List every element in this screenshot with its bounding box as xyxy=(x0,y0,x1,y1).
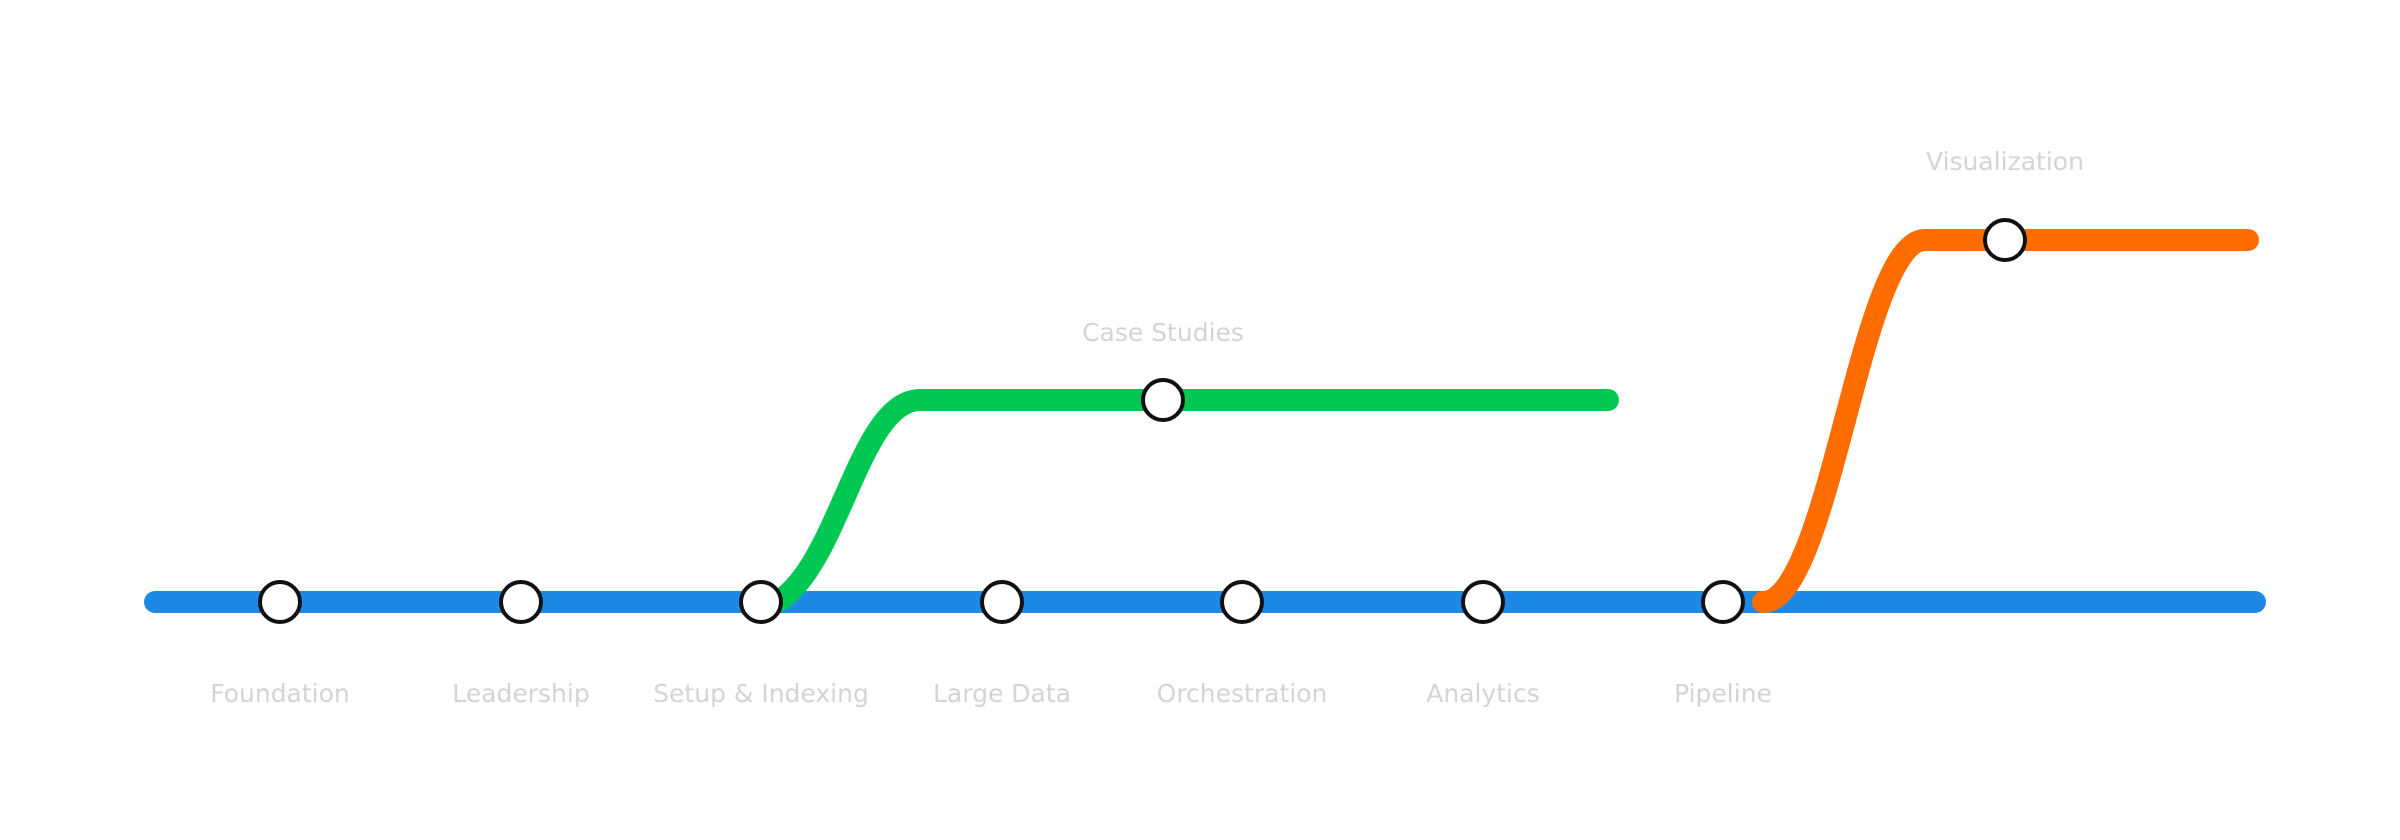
station-leadership[interactable] xyxy=(499,580,543,624)
station-large-data[interactable] xyxy=(980,580,1024,624)
label-case-studies: Case Studies xyxy=(1082,318,1244,347)
label-analytics: Analytics xyxy=(1426,679,1540,708)
main-line-stations xyxy=(258,580,1745,624)
station-pipeline[interactable] xyxy=(1701,580,1745,624)
label-orchestration: Orchestration xyxy=(1157,679,1328,708)
label-leadership: Leadership xyxy=(452,679,589,708)
label-foundation: Foundation xyxy=(210,679,350,708)
visualization-branch-line xyxy=(1752,229,2259,613)
station-orchestration[interactable] xyxy=(1220,580,1264,624)
station-setup-indexing[interactable] xyxy=(739,580,783,624)
case-studies-branch-line xyxy=(769,389,1619,611)
main-line-labels: Foundation Leadership Setup & Indexing L… xyxy=(210,679,1772,708)
label-large-data: Large Data xyxy=(933,679,1071,708)
station-analytics[interactable] xyxy=(1461,580,1505,624)
label-visualization: Visualization xyxy=(1926,147,2084,176)
station-foundation[interactable] xyxy=(258,580,302,624)
label-pipeline: Pipeline xyxy=(1674,679,1772,708)
label-setup-indexing: Setup & Indexing xyxy=(653,679,869,708)
station-visualization[interactable] xyxy=(1983,218,2027,262)
station-case-studies[interactable] xyxy=(1141,378,1185,422)
